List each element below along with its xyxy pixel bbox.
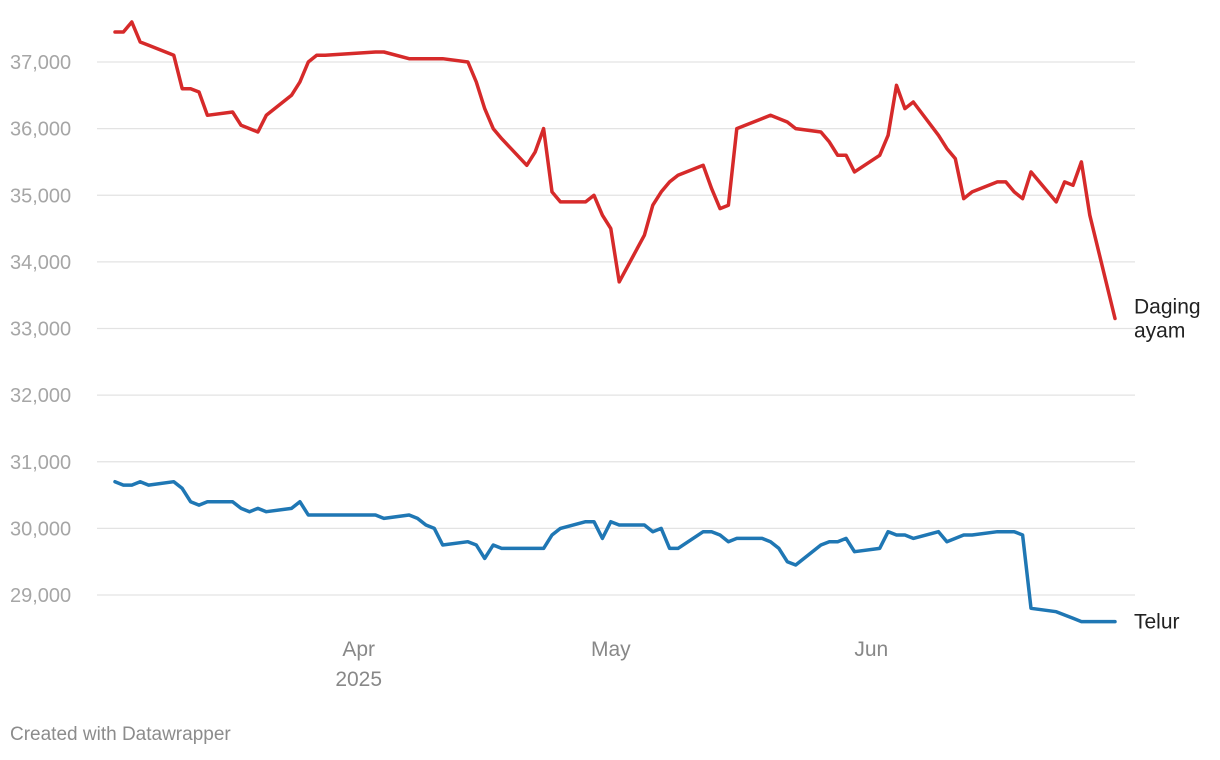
y-tick-label: 33,000 bbox=[10, 319, 71, 341]
series-label-daging-ayam: Daging bbox=[1134, 296, 1201, 319]
series-line-telur[interactable] bbox=[113, 479, 1117, 624]
gridlines bbox=[97, 61, 1135, 596]
x-axis-ticks: Apr 2025 May Jun bbox=[335, 638, 888, 691]
y-tick-label: 30,000 bbox=[10, 518, 71, 540]
series-label-daging-ayam: ayam bbox=[1134, 320, 1185, 343]
series-line-daging-ayam[interactable] bbox=[113, 20, 1117, 321]
x-tick-label-may: May bbox=[591, 638, 631, 661]
y-tick-label: 29,000 bbox=[10, 585, 71, 607]
x-tick-label-apr: Apr bbox=[342, 638, 375, 661]
series-lines bbox=[113, 20, 1117, 624]
x-tick-year-label: 2025 bbox=[335, 668, 382, 691]
y-tick-label: 36,000 bbox=[10, 119, 71, 141]
y-tick-label: 31,000 bbox=[10, 452, 71, 474]
y-tick-label: 32,000 bbox=[10, 385, 71, 407]
series-label-telur: Telur bbox=[1134, 611, 1180, 634]
x-tick-label-jun: Jun bbox=[854, 638, 888, 661]
datawrapper-credit[interactable]: Created with Datawrapper bbox=[10, 724, 231, 745]
y-axis-ticks: 29,000 30,000 31,000 32,000 33,000 34,000 35,0… bbox=[10, 52, 71, 607]
y-tick-label: 37,000 bbox=[10, 52, 71, 74]
y-tick-label: 34,000 bbox=[10, 252, 71, 274]
y-tick-label: 35,000 bbox=[10, 185, 71, 207]
